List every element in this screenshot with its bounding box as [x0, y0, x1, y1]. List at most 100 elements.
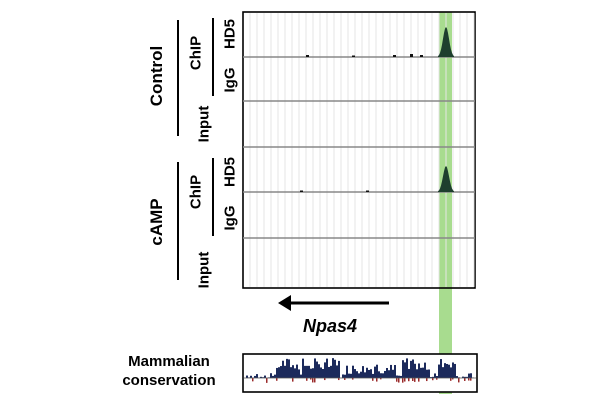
conservation-neg-bar — [408, 378, 410, 382]
conservation-neg-bar — [468, 378, 470, 381]
conservation-bar — [290, 367, 292, 378]
conservation-bar — [260, 376, 262, 378]
conservation-neg-bar — [352, 378, 354, 380]
conservation-neg-bar — [314, 378, 316, 383]
conservation-bar — [362, 366, 364, 378]
conservation-neg-bar — [338, 378, 340, 381]
conservation-neg-bar — [376, 378, 378, 382]
conservation-label-line2: conservation — [122, 372, 215, 389]
conservation-neg-bar — [436, 378, 438, 380]
conservation-bar — [312, 368, 314, 378]
conservation-bar — [398, 375, 400, 378]
conservation-bars — [244, 358, 476, 383]
camp-bracket-rule — [177, 162, 179, 280]
conservation-bar — [388, 370, 390, 378]
conservation-bar — [466, 376, 468, 378]
conservation-bar — [396, 375, 398, 378]
conservation-bar — [378, 371, 380, 378]
conservation-bar — [342, 374, 344, 378]
conservation-bar — [346, 365, 348, 378]
conservation-bar — [384, 370, 386, 378]
conservation-bar — [374, 366, 376, 378]
camp-chip-rule — [212, 158, 214, 236]
conservation-bar — [298, 369, 300, 378]
conservation-neg-bar — [412, 378, 414, 382]
conservation-bar — [436, 376, 438, 378]
conservation-bar — [264, 375, 266, 378]
conservation-bar — [438, 364, 440, 378]
conservation-bar — [364, 372, 366, 378]
conservation-bar — [372, 373, 374, 378]
conservation-neg-bar — [372, 378, 374, 381]
conservation-bar — [314, 358, 316, 378]
conservation-bar — [366, 367, 368, 378]
conservation-neg-bar — [380, 378, 382, 380]
conservation-bar — [354, 369, 356, 378]
conservation-neg-bar — [324, 378, 326, 381]
conservation-bar — [256, 374, 258, 378]
conservation-bar — [254, 375, 256, 378]
conservation-bar — [322, 368, 324, 378]
track-baselines — [243, 56, 475, 239]
conservation-bar — [332, 358, 334, 378]
conservation-neg-bar — [404, 378, 406, 382]
chip-track-panel — [242, 11, 476, 289]
conservation-bar — [470, 373, 472, 378]
conservation-neg-bar — [266, 378, 268, 383]
conservation-bar — [282, 360, 284, 378]
conservation-bar — [424, 362, 426, 378]
conservation-bar — [442, 367, 444, 378]
conservation-neg-bar — [310, 378, 312, 380]
signal-speck — [306, 55, 309, 57]
conservation-neg-bar — [450, 378, 452, 381]
conservation-bar — [250, 375, 252, 378]
conservation-bar — [444, 363, 446, 378]
conservation-bar — [416, 369, 418, 378]
conservation-neg-bar — [418, 378, 420, 382]
conservation-bar — [348, 373, 350, 378]
conservation-bar — [304, 365, 306, 378]
conservation-neg-bar — [414, 378, 416, 382]
conservation-neg-bar — [276, 378, 278, 381]
signal-speck — [366, 190, 369, 192]
conservation-bar — [270, 373, 272, 378]
conservation-bar — [276, 367, 278, 378]
conservation-bar — [414, 363, 416, 378]
conservation-bar — [426, 369, 428, 378]
signal-speck — [420, 55, 423, 57]
gene-arrow — [278, 295, 389, 311]
signal-speck — [300, 190, 303, 192]
conservation-bar — [432, 376, 434, 378]
conservation-bar — [386, 367, 388, 378]
conservation-bar — [302, 358, 304, 378]
conservation-bar — [300, 374, 302, 378]
conservation-bar — [450, 367, 452, 378]
conservation-bar — [456, 376, 458, 378]
conservation-bar — [272, 375, 274, 378]
conservation-bar — [464, 376, 466, 378]
conservation-neg-bar — [312, 378, 314, 383]
conservation-bar — [310, 368, 312, 378]
conservation-bar — [358, 373, 360, 378]
conservation-bar — [324, 362, 326, 378]
conservation-bar — [328, 366, 330, 378]
conservation-bar — [392, 369, 394, 378]
conservation-neg-bar — [306, 378, 308, 381]
conservation-neg-bar — [252, 378, 254, 382]
conservation-bar — [440, 359, 442, 378]
conservation-neg-bar — [344, 378, 346, 380]
conservation-bar — [412, 359, 414, 378]
conservation-bar — [334, 359, 336, 378]
conservation-neg-bar — [402, 378, 404, 383]
conservation-bar — [448, 364, 450, 378]
conservation-bar — [246, 375, 248, 378]
conservation-bar — [382, 373, 384, 378]
conservation-bar — [430, 377, 432, 378]
conservation-bar — [452, 362, 454, 378]
conservation-bar — [284, 365, 286, 378]
conservation-bar — [402, 360, 404, 378]
conservation-bar — [368, 369, 370, 378]
conservation-label-line1: Mammalian — [128, 353, 210, 370]
conservation-bar — [406, 358, 408, 378]
hd5-peak — [438, 27, 454, 57]
